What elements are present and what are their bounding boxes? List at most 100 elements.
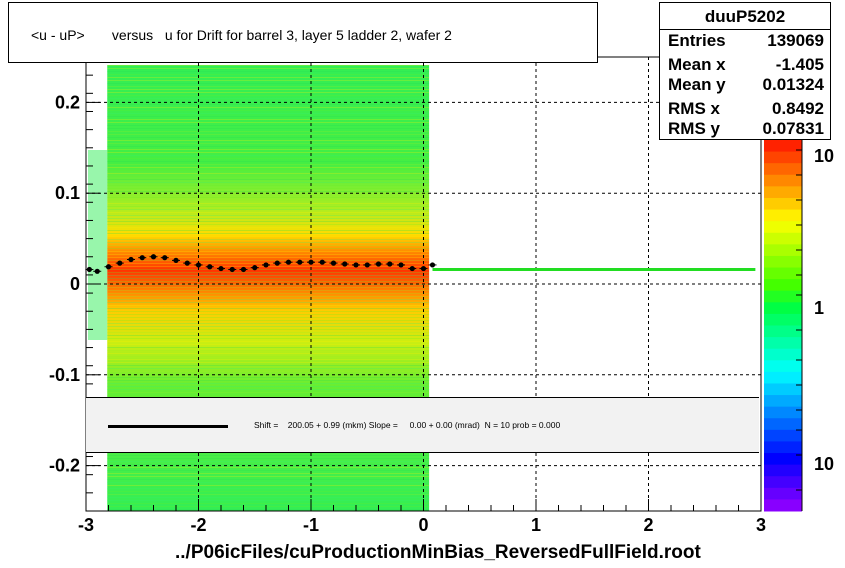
heatmap-stripe [107, 482, 430, 483]
heatmap-stripe [107, 212, 430, 213]
heatmap-stripe [107, 275, 430, 276]
heatmap-stripe [107, 251, 430, 252]
heatmap-stripe [107, 164, 430, 165]
heatmap-stripe [107, 83, 430, 84]
heatmap-stripe [107, 278, 430, 279]
color-scale-cell [764, 140, 802, 153]
heatmap-stripe [107, 272, 430, 273]
color-scale-cell [764, 290, 802, 303]
heatmap-stripe [107, 155, 430, 156]
profile-point [184, 260, 190, 266]
color-scale-cell [764, 151, 802, 164]
heatmap-stripe [107, 197, 430, 198]
color-scale-cell [764, 255, 802, 269]
heatmap-stripe [107, 347, 430, 348]
x-tick-label: 2 [643, 515, 653, 535]
heatmap-stripe [107, 287, 430, 288]
heatmap-stripe [107, 386, 430, 387]
heatmap-stripe [107, 203, 430, 204]
profile-point [150, 254, 157, 260]
heatmap-stripe [107, 269, 430, 270]
stats-row-rms-x: RMS x 0.8492 [668, 99, 824, 123]
color-scale-cell [764, 418, 802, 431]
profile-point [319, 259, 325, 265]
profile-point [218, 265, 224, 272]
heatmap-stripe [107, 209, 430, 210]
color-scale-cell [764, 197, 802, 211]
profile-point [195, 262, 202, 268]
x-axis: -3 -2 -1 0 1 2 3 [78, 499, 766, 535]
heatmap-stripe [107, 395, 430, 396]
color-scale-cell [764, 174, 802, 187]
profile-point [375, 261, 382, 267]
heatmap-stripe [107, 80, 430, 81]
heatmap-stripe [107, 77, 430, 78]
profile-point [342, 261, 348, 267]
color-scale-cell [764, 325, 802, 338]
heatmap-stripe [107, 74, 430, 75]
color-scale-cell [764, 441, 802, 454]
heatmap-stripe [107, 173, 430, 174]
color-scale-cell [764, 244, 802, 257]
heatmap-stripe [107, 371, 430, 372]
profile-point [240, 266, 247, 273]
heatmap-stripe [107, 152, 430, 153]
fit-legend: Shift = 200.05 + 0.99 (mkm) Slope = 0.00… [86, 397, 759, 453]
stats-value: 0.07831 [762, 119, 824, 138]
heatmap-stripe [107, 101, 430, 102]
heatmap-stripe [107, 89, 430, 90]
heatmap-stripe [107, 248, 430, 249]
heatmap-stripe [107, 98, 430, 99]
heatmap-stripe [107, 119, 430, 120]
heatmap-stripe [107, 353, 430, 354]
stats-box: duuP5202 Entries 139069 Mean x -1.405 Me… [659, 2, 831, 140]
color-scale-cell [764, 464, 802, 477]
stats-row-rms-y: RMS y 0.07831 [668, 119, 824, 143]
heatmap-stripe [107, 182, 430, 183]
profile-point [398, 262, 404, 268]
heatmap-stripe [107, 233, 430, 234]
color-scale-cell [764, 499, 802, 512]
heatmap-stripe [107, 362, 430, 363]
heatmap-stripe [107, 311, 430, 312]
profile-point [285, 259, 292, 265]
heatmap-stripe [107, 320, 430, 321]
heatmap-stripe [107, 356, 430, 357]
profile-point [139, 255, 145, 261]
profile-point [117, 260, 123, 266]
heatmap-stripe [107, 143, 430, 144]
heatmap-stripe [107, 95, 430, 96]
heatmap-stripe [107, 158, 430, 159]
profile-point [330, 260, 337, 266]
heatmap-stripe [107, 290, 430, 291]
heatmap-stripe [107, 350, 430, 351]
color-scale-cell [764, 406, 802, 419]
profile-point [229, 266, 235, 273]
profile-point [105, 264, 112, 270]
heatmap-stripe [107, 326, 430, 327]
heatmap-stripe [107, 239, 430, 240]
heatmap-stripe [107, 218, 430, 219]
heatmap-stripe [107, 170, 430, 171]
heatmap-stripe [107, 137, 430, 138]
profile-point [297, 259, 303, 265]
heatmap-stripe [107, 134, 430, 135]
heatmap-stripe [107, 113, 430, 114]
heatmap-stripe [107, 503, 430, 504]
color-scale-cell [764, 267, 802, 280]
heatmap-stripe [107, 455, 430, 456]
heatmap-stripe [107, 107, 430, 108]
heatmap-stripe [107, 293, 430, 294]
heatmap-stripe [107, 227, 430, 228]
heatmap-stripe [107, 314, 430, 315]
y-tick-label: 0.1 [55, 183, 80, 203]
color-scale-cell [764, 163, 802, 176]
heatmap-stripe [107, 380, 430, 381]
x-axis-label: ../P06icFiles/cuProductionMinBias_Revers… [175, 542, 701, 563]
heatmap-stripe [107, 500, 430, 501]
stats-label: RMS y [668, 119, 720, 138]
profile-point [420, 265, 427, 272]
stats-value: 0.01324 [762, 75, 824, 94]
stats-value: -1.405 [775, 55, 824, 74]
profile-point [308, 259, 314, 265]
